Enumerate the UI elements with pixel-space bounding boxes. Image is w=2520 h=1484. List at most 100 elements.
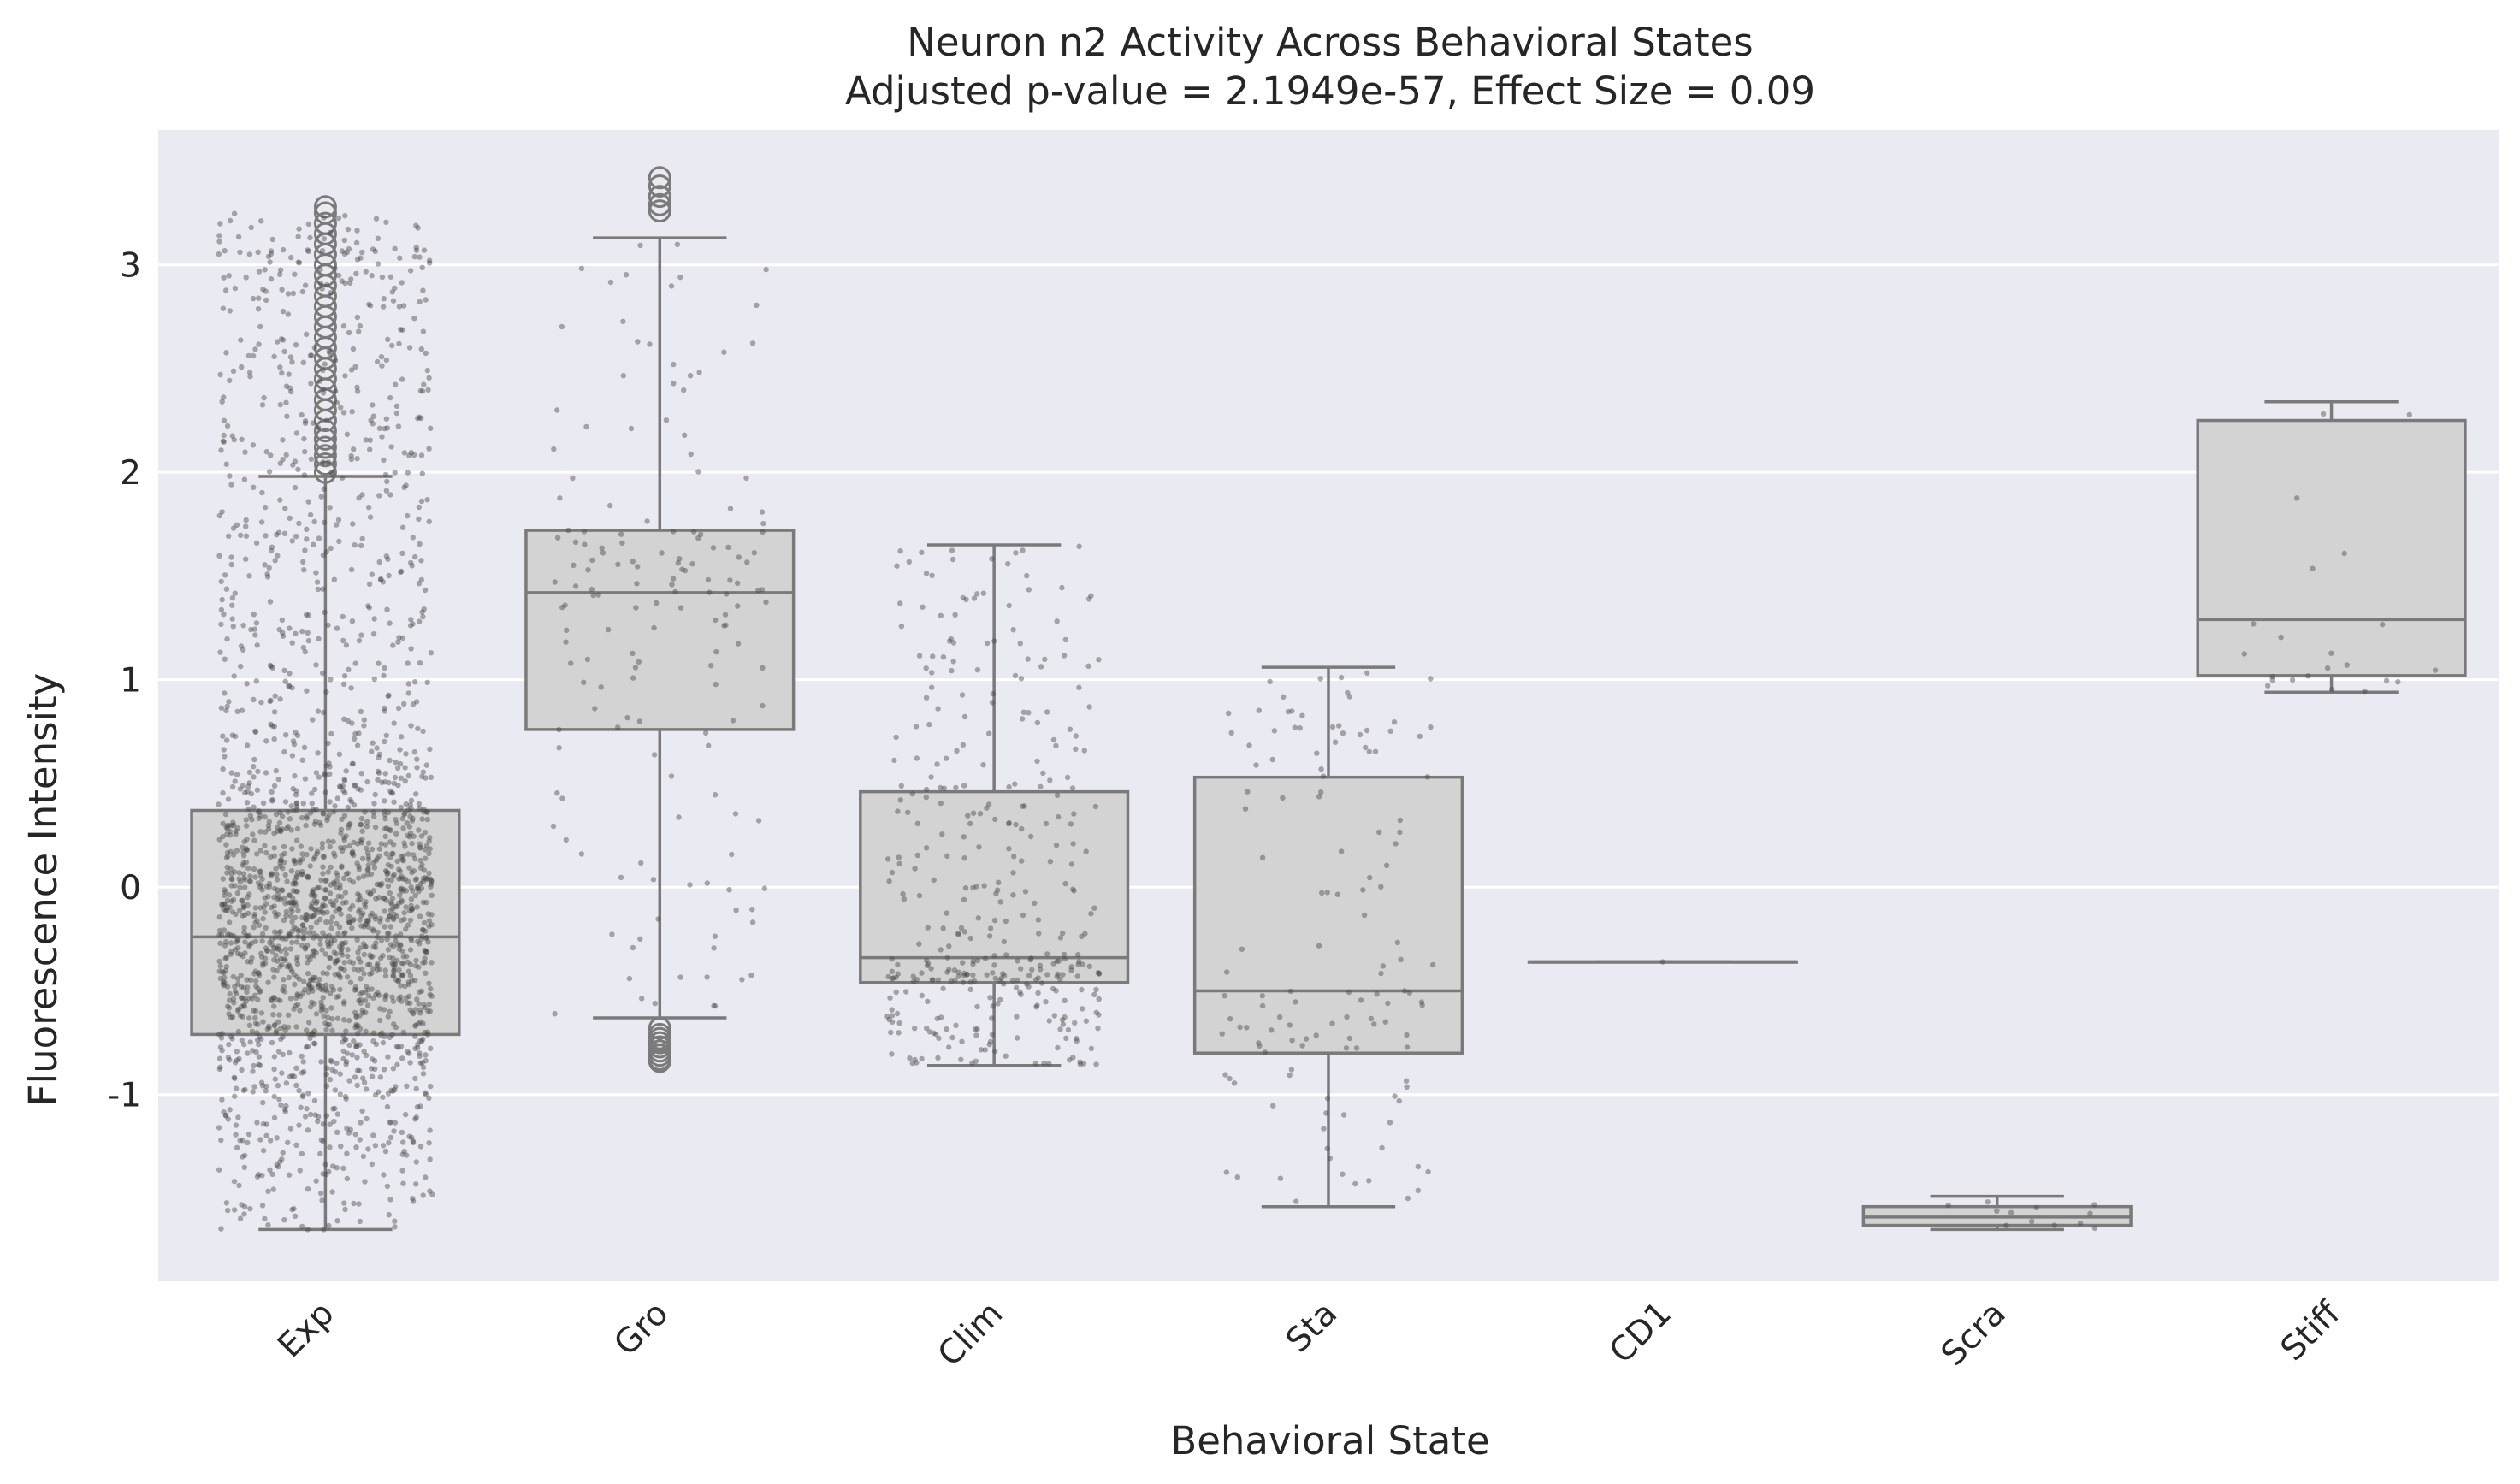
strip-point	[733, 908, 739, 913]
strip-point	[237, 1013, 244, 1019]
strip-point	[226, 1011, 232, 1017]
strip-point	[938, 800, 944, 807]
strip-point	[422, 955, 428, 961]
strip-point	[320, 1121, 327, 1127]
strip-point	[1013, 550, 1019, 556]
strip-point	[599, 545, 605, 551]
strip-point	[259, 402, 266, 408]
strip-point	[413, 876, 420, 882]
strip-point	[1028, 955, 1034, 961]
strip-point	[350, 848, 356, 854]
strip-point	[338, 405, 344, 411]
strip-point	[336, 538, 342, 545]
strip-point	[228, 770, 234, 776]
strip-point	[293, 788, 299, 794]
strip-point	[340, 410, 347, 416]
strip-point	[304, 815, 310, 821]
strip-point	[1271, 728, 1278, 734]
strip-point	[654, 600, 660, 606]
strip-point	[271, 1054, 278, 1060]
strip-point	[223, 854, 230, 860]
strip-point	[332, 960, 339, 966]
strip-point	[2310, 565, 2316, 571]
strip-point	[958, 1056, 964, 1063]
strip-point	[371, 616, 377, 622]
strip-point	[418, 880, 424, 887]
strip-point	[319, 984, 325, 990]
strip-point	[354, 384, 360, 390]
strip-point	[246, 995, 252, 1002]
strip-point	[307, 234, 313, 241]
strip-point	[1034, 719, 1041, 726]
strip-point	[292, 458, 299, 464]
strip-point	[330, 838, 336, 845]
strip-point	[322, 789, 328, 795]
strip-point	[562, 602, 568, 608]
strip-point	[219, 1097, 225, 1103]
strip-point	[361, 971, 367, 977]
strip-point	[1418, 999, 1425, 1005]
strip-point	[245, 910, 251, 917]
strip-point	[372, 248, 378, 254]
strip-point	[271, 853, 277, 859]
strip-point	[251, 774, 257, 780]
strip-point	[280, 887, 286, 894]
strip-point	[417, 1060, 423, 1067]
strip-point	[241, 929, 247, 936]
strip-point	[935, 706, 941, 712]
strip-point	[271, 724, 277, 730]
strip-point	[313, 662, 319, 668]
strip-point	[397, 942, 404, 948]
strip-point	[424, 816, 430, 823]
strip-point	[394, 858, 400, 865]
strip-point	[1398, 956, 1404, 963]
strip-point	[257, 1137, 263, 1143]
strip-point	[318, 877, 324, 884]
strip-point	[222, 690, 228, 696]
strip-point	[429, 921, 435, 928]
strip-point	[268, 996, 275, 1002]
strip-point	[279, 852, 285, 859]
strip-point	[422, 874, 429, 881]
strip-point	[291, 924, 297, 930]
strip-point	[342, 1206, 348, 1213]
strip-point	[426, 518, 432, 524]
strip-point	[349, 409, 355, 415]
strip-point	[961, 783, 967, 789]
strip-point	[320, 459, 326, 465]
strip-point	[240, 860, 246, 866]
strip-point	[300, 801, 306, 807]
strip-point	[355, 841, 361, 847]
strip-point	[350, 346, 357, 352]
strip-point	[965, 813, 971, 819]
strip-point	[971, 595, 978, 601]
strip-point	[396, 635, 402, 641]
strip-point	[412, 962, 419, 969]
strip-point	[761, 885, 767, 891]
strip-point	[382, 924, 387, 930]
strip-point	[270, 995, 277, 1001]
strip-point	[319, 670, 326, 677]
strip-point	[360, 941, 367, 947]
strip-point	[226, 919, 233, 925]
strip-point	[238, 643, 245, 649]
strip-point	[668, 773, 675, 779]
strip-point	[277, 267, 284, 273]
strip-point	[363, 943, 369, 949]
strip-point	[409, 563, 415, 569]
strip-point	[309, 801, 315, 807]
strip-point	[376, 881, 382, 888]
strip-point	[419, 862, 425, 868]
strip-point	[1086, 704, 1092, 710]
strip-point	[381, 895, 387, 902]
strip-point	[695, 535, 701, 541]
strip-point	[1358, 997, 1364, 1003]
strip-point	[328, 470, 334, 476]
strip-point	[382, 779, 388, 785]
strip-point	[319, 248, 326, 254]
strip-point	[405, 979, 412, 985]
strip-point	[749, 919, 756, 925]
strip-point	[418, 936, 424, 943]
strip-point	[328, 955, 334, 962]
